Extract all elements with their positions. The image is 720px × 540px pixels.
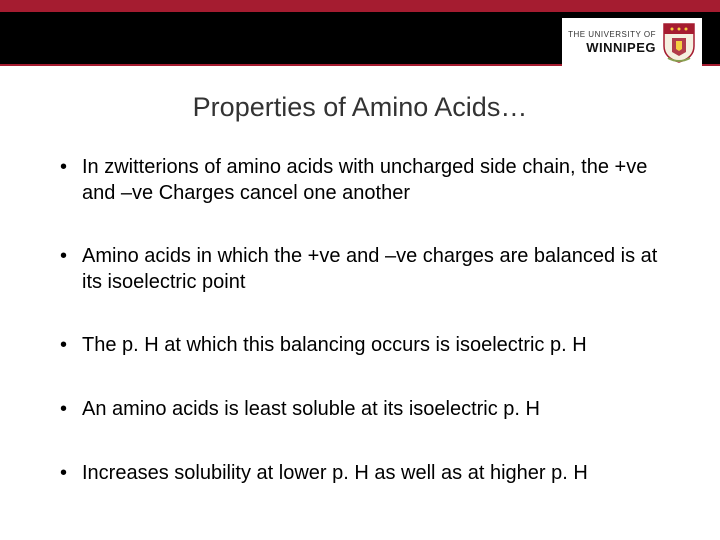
content-area: In zwitterions of amino acids with uncha… (0, 155, 720, 486)
university-logo: THE UNIVERSITY OF WINNIPEG (562, 18, 702, 66)
slide-title: Properties of Amino Acids… (0, 92, 720, 123)
top-red-bar (0, 0, 720, 12)
shield-icon (662, 22, 696, 64)
list-item: Increases solubility at lower p. H as we… (58, 461, 662, 487)
bullet-list: In zwitterions of amino acids with uncha… (58, 155, 662, 486)
list-item: An amino acids is least soluble at its i… (58, 397, 662, 423)
list-item: In zwitterions of amino acids with uncha… (58, 155, 662, 206)
logo-name: WINNIPEG (586, 40, 656, 55)
list-item: Amino acids in which the +ve and –ve cha… (58, 244, 662, 295)
list-item: The p. H at which this balancing occurs … (58, 333, 662, 359)
logo-text: THE UNIVERSITY OF WINNIPEG (568, 31, 656, 56)
logo-prefix: THE UNIVERSITY OF (568, 31, 656, 39)
